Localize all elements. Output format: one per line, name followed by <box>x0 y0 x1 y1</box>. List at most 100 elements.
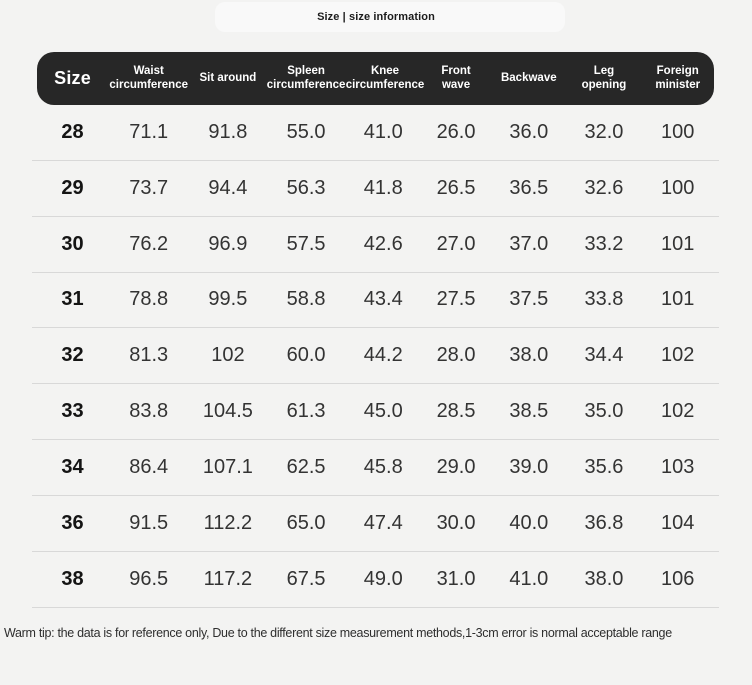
measurement-value: 56.3 <box>286 176 326 199</box>
measurement-value: 112.2 <box>203 511 253 534</box>
measurement-value: 36.0 <box>509 120 549 143</box>
table-row: 30 76.2 96.9 57.5 42.6 27.0 37.0 33.2 101 <box>32 217 719 273</box>
measurement-value: 94.4 <box>208 176 248 199</box>
column-header: Sit around <box>189 72 266 86</box>
measurement-value: 45.0 <box>363 400 403 423</box>
measurement-value: 33.8 <box>584 288 624 311</box>
warm-tip-note: Warm tip: the data is for reference only… <box>4 626 672 640</box>
column-header: Leg opening <box>566 65 641 92</box>
column-header: Foreign minister <box>642 65 714 92</box>
table-body: 28 71.1 91.8 55.0 41.0 26.0 36.0 32.0 100 29 73.7 9… <box>32 105 719 608</box>
measurement-value: 31.0 <box>436 567 476 590</box>
table-row: 29 73.7 94.4 56.3 41.8 26.5 36.5 32.6 100 <box>32 161 719 217</box>
measurement-value: 32.0 <box>584 120 624 143</box>
size-value: 36 <box>61 511 84 534</box>
measurement-value: 102 <box>661 400 695 423</box>
measurement-value: 30.0 <box>436 511 476 534</box>
measurement-value: 39.0 <box>509 455 549 478</box>
measurement-value: 27.0 <box>436 232 476 255</box>
measurement-value: 49.0 <box>363 567 403 590</box>
measurement-value: 99.5 <box>208 288 248 311</box>
measurement-value: 27.5 <box>436 288 476 311</box>
measurement-value: 32.6 <box>584 176 624 199</box>
table-header-row: Size Waist circumference Sit around Spleen … <box>37 52 714 105</box>
measurement-value: 26.0 <box>436 120 476 143</box>
size-value: 34 <box>61 455 84 478</box>
measurement-value: 86.4 <box>129 455 169 478</box>
measurement-value: 96.5 <box>129 567 169 590</box>
column-header: Backwave <box>491 72 566 86</box>
measurement-value: 83.8 <box>129 400 169 423</box>
measurement-value: 78.8 <box>129 288 169 311</box>
measurement-value: 57.5 <box>286 232 326 255</box>
size-value: 30 <box>61 232 84 255</box>
size-value: 29 <box>61 176 84 199</box>
measurement-value: 34.4 <box>584 344 624 367</box>
column-header: Waist circumference <box>108 65 189 92</box>
measurement-value: 37.0 <box>509 232 549 255</box>
measurement-value: 36.5 <box>509 176 549 199</box>
measurement-value: 81.3 <box>129 344 169 367</box>
measurement-value: 33.2 <box>584 232 624 255</box>
measurement-value: 36.8 <box>584 511 624 534</box>
measurement-value: 26.5 <box>436 176 476 199</box>
measurement-value: 40.0 <box>509 511 549 534</box>
measurement-value: 96.9 <box>208 232 248 255</box>
table-row: 31 78.8 99.5 58.8 43.4 27.5 37.5 33.8 101 <box>32 273 719 329</box>
measurement-value: 100 <box>661 120 695 143</box>
measurement-value: 101 <box>661 232 695 255</box>
column-header: Knee circumference <box>346 65 425 92</box>
measurement-value: 67.5 <box>286 567 326 590</box>
measurement-value: 106 <box>661 567 695 590</box>
measurement-value: 38.0 <box>584 567 624 590</box>
column-header-label: Knee circumference <box>345 64 425 91</box>
column-header-label: Sit around <box>199 71 257 84</box>
measurement-value: 71.1 <box>129 120 169 143</box>
measurement-value: 103 <box>661 455 695 478</box>
measurement-value: 35.0 <box>584 400 624 423</box>
size-value: 31 <box>61 288 84 311</box>
measurement-value: 61.3 <box>286 400 326 423</box>
measurement-value: 35.6 <box>584 455 624 478</box>
size-value: 38 <box>61 567 84 590</box>
measurement-value: 38.0 <box>509 344 549 367</box>
measurement-value: 28.5 <box>436 400 476 423</box>
measurement-value: 38.5 <box>509 400 549 423</box>
measurement-value: 44.2 <box>363 344 403 367</box>
measurement-value: 42.6 <box>363 232 403 255</box>
measurement-value: 101 <box>661 288 695 311</box>
measurement-value: 37.5 <box>509 288 549 311</box>
measurement-value: 41.0 <box>363 120 403 143</box>
measurement-value: 100 <box>661 176 695 199</box>
column-header-size: Size <box>37 68 108 89</box>
column-header-label: Waist circumference <box>109 64 188 91</box>
measurement-value: 107.1 <box>202 455 253 478</box>
table-row: 34 86.4 107.1 62.5 45.8 29.0 39.0 35.6 103 <box>32 440 719 496</box>
column-header-label: Spleen circumference <box>266 64 346 91</box>
table-row: 36 91.5 112.2 65.0 47.4 30.0 40.0 36.8 104 <box>32 496 719 552</box>
measurement-value: 43.4 <box>363 288 403 311</box>
table-row: 28 71.1 91.8 55.0 41.0 26.0 36.0 32.0 100 <box>32 105 719 161</box>
page-title: Size | size information <box>317 11 435 23</box>
measurement-value: 65.0 <box>286 511 326 534</box>
column-header-label: Front wave <box>441 64 471 91</box>
measurement-value: 55.0 <box>286 120 326 143</box>
column-header-label: Backwave <box>500 71 557 84</box>
table-row: 38 96.5 117.2 67.5 49.0 31.0 41.0 38.0 106 <box>32 552 719 608</box>
size-value: 33 <box>61 400 84 423</box>
measurement-value: 60.0 <box>286 344 326 367</box>
measurement-value: 91.8 <box>208 120 248 143</box>
measurement-value: 102 <box>211 344 245 367</box>
table-row: 33 83.8 104.5 61.3 45.0 28.5 38.5 35.0 102 <box>32 384 719 441</box>
size-value: 32 <box>61 344 84 367</box>
measurement-value: 29.0 <box>436 455 476 478</box>
measurement-value: 73.7 <box>129 176 169 199</box>
column-header: Front wave <box>421 65 491 92</box>
measurement-value: 102 <box>661 344 695 367</box>
measurement-value: 104.5 <box>202 400 253 423</box>
column-header-label: Leg opening <box>581 64 627 91</box>
measurement-value: 28.0 <box>436 344 476 367</box>
measurement-value: 62.5 <box>286 455 326 478</box>
size-value: 28 <box>61 120 84 143</box>
